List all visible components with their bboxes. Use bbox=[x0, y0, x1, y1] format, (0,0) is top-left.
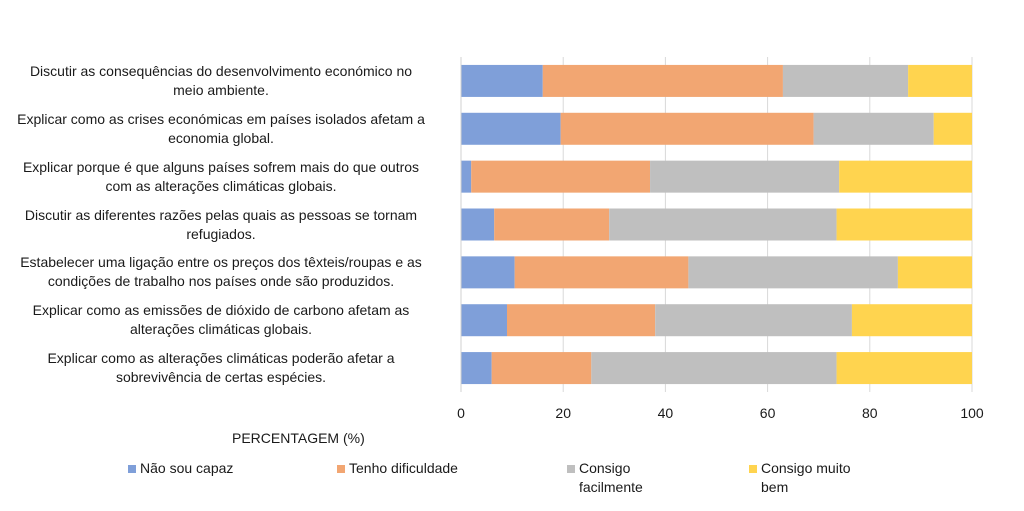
bar-segment-row3-series1 bbox=[461, 160, 472, 193]
category-label-line: sobrevivência de certas espécies. bbox=[115, 369, 327, 386]
legend-label: Não sou capaz bbox=[140, 460, 234, 476]
bar-segment-row7-series3 bbox=[591, 352, 837, 385]
category-label-line: refugiados. bbox=[186, 225, 256, 242]
bar-segment-row3-series2 bbox=[471, 160, 651, 193]
bar-segment-row5-series1 bbox=[461, 256, 515, 289]
bars bbox=[461, 64, 972, 385]
legend-label: Tenho dificuldade bbox=[349, 460, 458, 476]
bar-segment-row4-series1 bbox=[461, 208, 495, 241]
legend-swatch bbox=[567, 465, 575, 473]
category-label-line: Explicar como as emissões de dióxido de … bbox=[32, 302, 410, 319]
x-tick-label: 20 bbox=[555, 405, 571, 421]
bar-segment-row6-series4 bbox=[851, 304, 972, 337]
category-label: Discutir as diferentes razões pelas quai… bbox=[0, 206, 446, 244]
category-label: Explicar como as alterações climáticas p… bbox=[0, 349, 446, 387]
bar-segment-row1-series1 bbox=[461, 64, 543, 97]
bar-segment-row5-series3 bbox=[688, 256, 898, 289]
legend-swatch bbox=[749, 465, 757, 473]
bar-segment-row2-series4 bbox=[933, 112, 972, 145]
legend-swatch bbox=[128, 465, 136, 473]
bar-segment-row1-series3 bbox=[782, 64, 909, 97]
category-label-line: Discutir as consequências do desenvolvim… bbox=[29, 62, 413, 79]
category-label-line: condições de trabalho nos países onde sã… bbox=[47, 273, 395, 290]
legend-label: Consigo muito bem bbox=[761, 460, 851, 495]
bar-segment-row2-series3 bbox=[813, 112, 934, 145]
x-tick-labels: 0 20 40 60 80 100 bbox=[457, 405, 984, 421]
x-axis-label: PERCENTAGEM (%) bbox=[232, 430, 365, 446]
bar-segment-row3-series3 bbox=[650, 160, 840, 193]
x-tick-label: 100 bbox=[960, 405, 984, 421]
bar-segment-row4-series4 bbox=[836, 208, 972, 241]
bar-segment-row2-series2 bbox=[560, 112, 814, 145]
category-label: Estabelecer uma ligação entre os preços … bbox=[0, 253, 446, 291]
bar-segment-row7-series4 bbox=[836, 352, 972, 385]
bar-segment-row2-series1 bbox=[461, 112, 561, 145]
category-label: Explicar como as emissões de dióxido de … bbox=[0, 301, 446, 339]
category-label: Explicar porque é que alguns países sofr… bbox=[0, 158, 446, 196]
x-tick-label: 80 bbox=[862, 405, 878, 421]
category-label-line: Explicar como as crises económicas em pa… bbox=[17, 110, 425, 127]
bar-segment-row3-series4 bbox=[839, 160, 972, 193]
legend-swatch bbox=[337, 465, 345, 473]
bar-segment-row1-series2 bbox=[542, 64, 783, 97]
category-label-line: Explicar porque é que alguns países sofr… bbox=[22, 158, 420, 175]
x-tick-label: 40 bbox=[658, 405, 674, 421]
category-label: Explicar como as crises económicas em pa… bbox=[0, 110, 446, 148]
bar-segment-row7-series2 bbox=[491, 352, 592, 385]
category-label-line: economia global. bbox=[168, 129, 274, 146]
bar-segment-row6-series2 bbox=[506, 304, 656, 337]
category-label-line: com as alterações climáticas globais. bbox=[105, 177, 337, 194]
category-label-line: Estabelecer uma ligação entre os preços … bbox=[20, 254, 422, 271]
x-tick-label: 60 bbox=[760, 405, 776, 421]
bar-segment-row5-series2 bbox=[514, 256, 689, 289]
bar-segment-row5-series4 bbox=[897, 256, 972, 289]
bar-segment-row6-series1 bbox=[461, 304, 507, 337]
category-label-line: Explicar como as alterações climáticas p… bbox=[47, 350, 395, 367]
category-label: Discutir as consequências do desenvolvim… bbox=[0, 62, 446, 100]
bar-segment-row4-series3 bbox=[609, 208, 837, 241]
category-label-line: Discutir as diferentes razões pelas quai… bbox=[24, 206, 418, 223]
bar-segment-row1-series4 bbox=[908, 64, 972, 97]
bar-segment-row4-series2 bbox=[494, 208, 610, 241]
bar-segment-row7-series1 bbox=[461, 352, 492, 385]
bar-segment-row6-series3 bbox=[655, 304, 852, 337]
category-label-line: alterações climáticas globais. bbox=[129, 321, 313, 338]
x-tick-label: 0 bbox=[457, 405, 465, 421]
legend-label: Consigo facilmente bbox=[579, 460, 643, 495]
category-label-line: meio ambiente. bbox=[173, 81, 269, 98]
